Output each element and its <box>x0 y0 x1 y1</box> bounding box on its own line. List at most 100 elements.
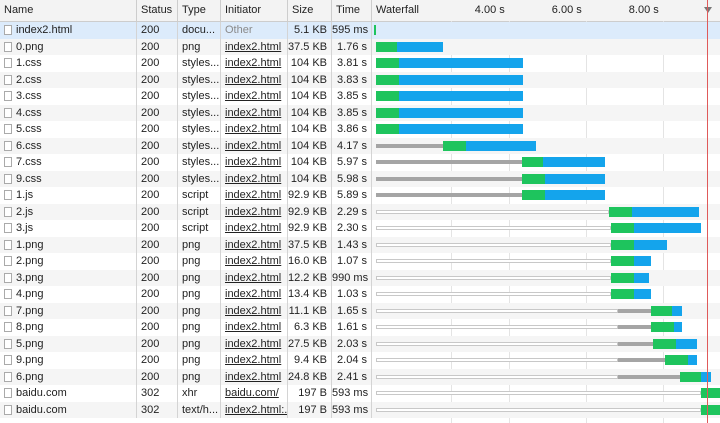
waterfall-download-bar[interactable] <box>631 206 700 217</box>
waterfall-stalled-bar[interactable] <box>618 308 652 313</box>
request-row[interactable]: 7.css 200 styles... index2.html 104 KB 5.97 s <box>0 154 720 171</box>
request-name[interactable]: 1.css <box>16 57 42 69</box>
waterfall-download-bar[interactable] <box>397 41 444 52</box>
waterfall-waiting-bar[interactable] <box>375 91 400 101</box>
cell-initiator[interactable]: index2.html <box>221 220 288 237</box>
column-header-time[interactable]: Time <box>332 0 372 21</box>
column-header-type[interactable]: Type <box>178 0 221 21</box>
waterfall-waiting-bar[interactable] <box>610 223 634 233</box>
cell-initiator[interactable]: index2.html <box>221 352 288 369</box>
request-row[interactable]: 6.css 200 styles... index2.html 104 KB 4.17 s <box>0 137 720 154</box>
request-row[interactable]: 1.png 200 png index2.html 37.5 KB 1.43 s <box>0 236 720 253</box>
request-initiator[interactable]: index2.html:... <box>225 403 288 416</box>
cell-initiator[interactable]: index2.html <box>221 137 288 154</box>
request-initiator[interactable]: index2.html <box>225 90 282 102</box>
request-row[interactable]: 5.css 200 styles... index2.html 104 KB 3.86 s <box>0 121 720 138</box>
request-initiator[interactable]: index2.html <box>225 73 282 86</box>
waterfall-waiting-bar[interactable] <box>701 404 720 415</box>
waterfall-waiting-bar[interactable] <box>522 190 546 200</box>
request-initiator[interactable]: index2.html <box>225 40 282 53</box>
request-name[interactable]: 9.png <box>16 354 44 366</box>
request-name[interactable]: 1.png <box>16 238 44 251</box>
cell-initiator[interactable]: index2.html <box>221 38 288 55</box>
waterfall-stalled-bar[interactable] <box>375 176 523 181</box>
waterfall-download-bar[interactable] <box>545 173 605 184</box>
request-row[interactable]: 4.png 200 png index2.html 13.4 KB 1.03 s <box>0 286 720 303</box>
cell-initiator[interactable]: index2.html <box>221 170 288 187</box>
waterfall-download-bar[interactable] <box>633 239 667 250</box>
column-header-initiator[interactable]: Initiator <box>221 0 288 21</box>
cell-initiator[interactable]: index2.html:... <box>221 401 288 418</box>
cell-initiator[interactable]: index2.html <box>221 71 288 88</box>
request-initiator[interactable]: index2.html <box>225 304 282 317</box>
request-row[interactable]: 8.png 200 png index2.html 6.3 KB 1.61 s <box>0 319 720 336</box>
cell-initiator[interactable]: index2.html <box>221 269 288 286</box>
request-row[interactable]: index2.html 200 docu... Other 5.1 KB 595 ms <box>0 22 720 39</box>
request-row[interactable]: 2.png 200 png index2.html 16.0 KB 1.07 s <box>0 253 720 270</box>
waterfall-download-bar[interactable] <box>687 355 698 365</box>
waterfall-waiting-bar[interactable] <box>701 388 720 398</box>
cell-initiator[interactable]: index2.html <box>221 319 288 336</box>
waterfall-download-bar[interactable] <box>399 91 523 101</box>
waterfall-stalled-bar[interactable] <box>618 374 681 379</box>
request-name[interactable]: 2.css <box>16 73 42 86</box>
waterfall-download-bar[interactable] <box>633 289 652 299</box>
request-initiator[interactable]: index2.html <box>225 337 282 350</box>
column-header-size[interactable]: Size <box>288 0 332 21</box>
request-initiator[interactable]: index2.html <box>225 271 282 284</box>
request-name[interactable]: 7.png <box>16 304 44 317</box>
request-name[interactable]: 3.css <box>16 90 42 102</box>
waterfall-stalled-bar[interactable] <box>618 341 654 346</box>
request-row[interactable]: 2.css 200 styles... index2.html 104 KB 3.83 s <box>0 71 720 88</box>
cell-initiator[interactable]: index2.html <box>221 55 288 72</box>
cell-initiator[interactable]: index2.html <box>221 104 288 121</box>
waterfall-download-bar[interactable] <box>633 272 650 283</box>
request-row[interactable]: 5.png 200 png index2.html 27.5 KB 2.03 s <box>0 335 720 352</box>
column-header-waterfall[interactable]: Waterfall <box>376 4 419 16</box>
waterfall-waiting-bar[interactable] <box>610 239 634 250</box>
waterfall-waiting-bar[interactable] <box>610 289 634 299</box>
waterfall-stalled-bar[interactable] <box>375 143 444 148</box>
request-initiator[interactable]: index2.html <box>225 321 282 333</box>
cell-initiator[interactable]: index2.html <box>221 302 288 319</box>
waterfall-download-bar[interactable] <box>676 338 698 349</box>
cell-initiator[interactable]: index2.html <box>221 236 288 253</box>
waterfall-download-bar[interactable] <box>633 223 702 233</box>
request-name[interactable]: 1.js <box>16 189 34 201</box>
request-initiator[interactable]: index2.html <box>225 139 282 152</box>
request-initiator[interactable]: index2.html <box>225 255 282 267</box>
sort-arrow-icon[interactable] <box>704 7 712 13</box>
request-row[interactable]: 1.js 200 script index2.html 92.9 KB 5.89 s <box>0 187 720 204</box>
request-row[interactable]: 4.css 200 styles... index2.html 104 KB 3.85 s <box>0 104 720 121</box>
waterfall-download-bar[interactable] <box>399 107 523 118</box>
request-initiator[interactable]: index2.html <box>225 106 282 119</box>
waterfall-waiting-bar[interactable] <box>651 305 673 316</box>
request-initiator[interactable]: index2.html <box>225 222 282 234</box>
waterfall-waiting-bar[interactable] <box>651 322 675 332</box>
waterfall-stalled-bar[interactable] <box>618 325 652 329</box>
waterfall-waiting-bar[interactable] <box>375 124 400 134</box>
waterfall-download-bar[interactable] <box>399 74 523 85</box>
cell-initiator[interactable]: Other <box>221 22 288 39</box>
request-initiator[interactable]: index2.html <box>225 156 282 168</box>
waterfall-waiting-bar[interactable] <box>375 58 400 68</box>
request-initiator[interactable]: index2.html <box>225 57 282 69</box>
request-name[interactable]: 6.png <box>16 370 44 383</box>
waterfall-waiting-bar[interactable] <box>608 206 632 217</box>
request-name[interactable]: baidu.com <box>16 403 67 416</box>
waterfall-download-bar[interactable] <box>674 322 682 332</box>
request-row[interactable]: 7.png 200 png index2.html 11.1 KB 1.65 s <box>0 302 720 319</box>
request-row[interactable]: 2.js 200 script index2.html 92.9 KB 2.29 s <box>0 203 720 220</box>
request-name[interactable]: 2.js <box>16 205 34 218</box>
waterfall-waiting-bar[interactable] <box>443 140 467 151</box>
request-initiator[interactable]: index2.html <box>225 354 282 366</box>
request-row[interactable]: 3.css 200 styles... index2.html 104 KB 3.85 s <box>0 88 720 105</box>
waterfall-download-bar[interactable] <box>466 140 536 151</box>
request-name[interactable]: 5.css <box>16 123 42 135</box>
request-name[interactable]: 2.png <box>16 255 44 267</box>
waterfall-waiting-bar[interactable] <box>610 272 634 283</box>
waterfall-waiting-bar[interactable] <box>375 41 398 52</box>
waterfall-waiting-bar[interactable] <box>522 157 544 167</box>
cell-initiator[interactable]: index2.html <box>221 286 288 303</box>
waterfall-waiting-bar[interactable] <box>374 25 376 35</box>
